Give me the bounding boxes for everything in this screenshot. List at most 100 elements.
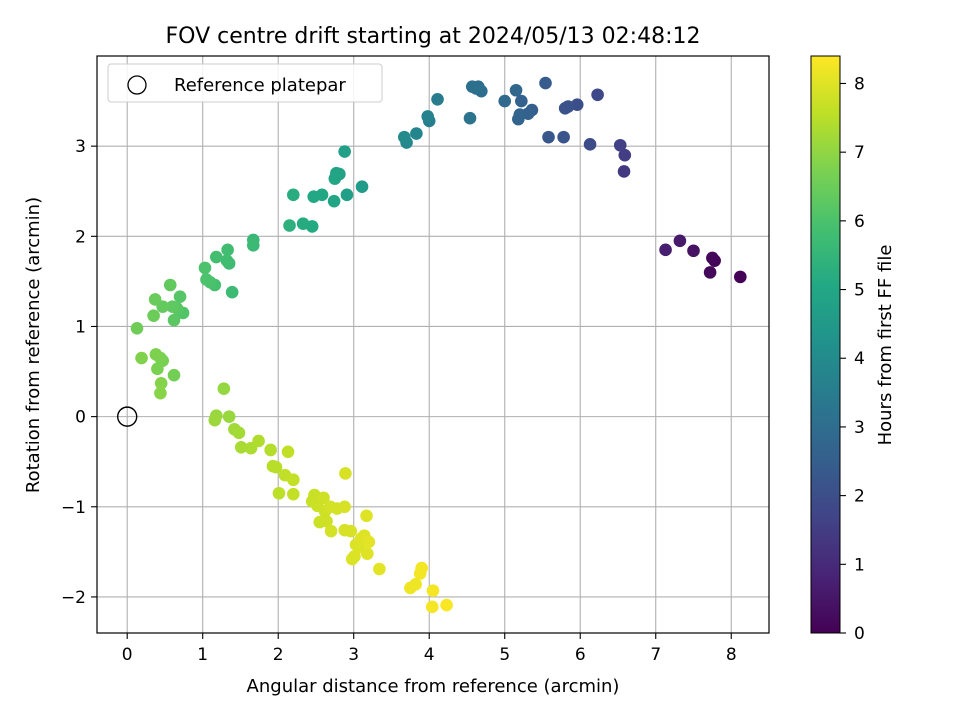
plot-frame (96, 55, 770, 634)
x-tick-label: 7 (650, 645, 661, 665)
data-point (317, 491, 330, 505)
data-point (339, 467, 352, 480)
data-point (558, 101, 572, 115)
data-point (163, 278, 177, 292)
data-point (463, 111, 477, 125)
data-point (232, 426, 246, 440)
data-point (706, 251, 719, 265)
colorbar-tick-label: 5 (854, 281, 865, 301)
y-tick-label: −2 (61, 588, 86, 608)
data-point (252, 434, 265, 448)
data-point (149, 348, 163, 361)
data-point (425, 600, 439, 614)
legend-marker-reference (127, 75, 147, 95)
x-tick-label: 6 (575, 645, 586, 665)
data-point (269, 460, 283, 474)
data-point (167, 368, 181, 382)
data-point (591, 88, 604, 102)
data-point (324, 524, 338, 538)
legend: Reference platepar (107, 63, 383, 103)
x-axis-ticks: 0 1 2 3 4 5 6 7 8 (122, 633, 737, 665)
data-point (426, 584, 440, 597)
data-point (410, 127, 423, 140)
data-point (198, 261, 212, 275)
data-point (151, 362, 164, 376)
data-point (409, 578, 422, 591)
data-point (734, 270, 747, 284)
data-point (200, 273, 213, 286)
colorbar-tick-label: 6 (854, 212, 865, 232)
data-point (220, 254, 234, 267)
data-point (440, 598, 453, 612)
data-point (264, 443, 277, 457)
data-point (287, 188, 300, 202)
data-point (617, 165, 631, 178)
data-point (296, 217, 310, 230)
data-point (225, 285, 239, 299)
data-point (246, 239, 260, 252)
data-point (222, 410, 236, 423)
data-point (283, 219, 296, 232)
reference-platepar-marker (117, 406, 138, 427)
data-point (687, 244, 700, 258)
data-point (147, 309, 160, 322)
data-point (465, 80, 479, 93)
data-point (154, 386, 167, 400)
y-tick-label: −1 (61, 498, 86, 518)
data-point (360, 509, 373, 523)
grid (97, 56, 769, 633)
data-point (362, 535, 376, 549)
colorbar (810, 55, 841, 634)
x-tick-label: 8 (726, 645, 737, 665)
data-point (272, 486, 286, 500)
data-point (307, 190, 321, 203)
legend-entry-reference: Reference platepar (174, 75, 346, 96)
data-point (287, 473, 300, 487)
data-point (209, 250, 223, 264)
data-point (208, 413, 222, 427)
data-point (659, 243, 672, 257)
data-point (498, 94, 512, 108)
data-point (618, 148, 632, 162)
x-tick-label: 0 (122, 645, 133, 665)
data-point (613, 138, 627, 152)
data-point (512, 112, 525, 126)
colorbar-tick-label: 0 (854, 624, 865, 644)
data-point (355, 180, 369, 194)
chart-title: FOV centre drift starting at 2024/05/13 … (166, 24, 701, 49)
colorbar-tick-label: 4 (854, 349, 865, 369)
data-point (673, 234, 687, 248)
colorbar-label: Hours from first FF file (875, 245, 896, 446)
y-tick-label: 0 (75, 408, 86, 428)
x-tick-label: 5 (499, 645, 510, 665)
data-point (234, 440, 248, 454)
data-point (515, 94, 528, 108)
colorbar-tick-label: 2 (854, 487, 865, 507)
data-point (338, 500, 351, 514)
data-points (130, 76, 747, 614)
data-point (539, 76, 552, 90)
data-point (148, 293, 162, 306)
x-tick-label: 4 (424, 645, 435, 665)
data-point (373, 562, 386, 576)
colorbar-tick-label: 3 (854, 418, 865, 438)
data-point (338, 145, 351, 158)
data-point (703, 266, 717, 279)
data-point (557, 130, 570, 144)
x-tick-label: 2 (273, 645, 284, 665)
colorbar-tick-label: 1 (854, 555, 865, 575)
data-point (320, 514, 333, 528)
y-tick-label: 3 (75, 137, 86, 157)
data-point (135, 351, 148, 365)
data-point (415, 561, 428, 575)
data-point (509, 83, 523, 97)
data-point (361, 547, 374, 560)
data-point (327, 194, 341, 208)
data-point (398, 130, 411, 144)
y-axis-ticks: −2 −1 0 1 2 3 (61, 137, 97, 608)
colorbar-tick-label: 8 (854, 74, 865, 94)
data-point (167, 313, 181, 327)
data-point (542, 130, 555, 144)
data-point (340, 188, 354, 202)
data-point (431, 92, 444, 106)
